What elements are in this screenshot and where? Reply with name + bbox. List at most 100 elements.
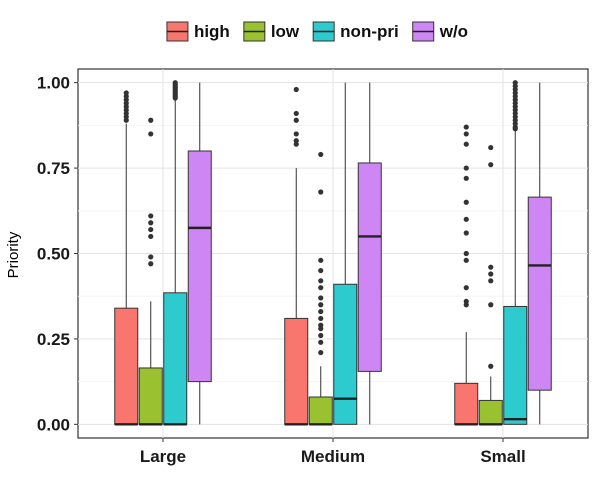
series-non-pri <box>163 80 528 426</box>
box <box>138 117 163 426</box>
series-high <box>114 86 479 426</box>
outlier-point <box>293 86 299 93</box>
box-body <box>478 399 503 425</box>
outlier-point <box>148 233 154 240</box>
box-body <box>454 382 479 425</box>
box <box>187 82 212 425</box>
outlier-point <box>293 110 299 117</box>
outlier-point <box>318 285 324 291</box>
legend-label: w/o <box>439 22 468 41</box>
outlier-point <box>293 138 299 144</box>
box-body <box>138 367 163 425</box>
box <box>114 90 139 426</box>
y-tick-label: 0.25 <box>37 330 70 349</box>
outlier-point <box>293 131 299 137</box>
outlier-point <box>488 278 494 284</box>
outlier-point <box>488 162 494 168</box>
outlier-point <box>293 117 299 123</box>
outlier-point <box>463 175 469 181</box>
legend-item: w/o <box>412 21 468 42</box>
outlier-point <box>463 165 469 171</box>
outlier-point <box>463 285 469 291</box>
outlier-point <box>463 141 469 147</box>
outlier-point <box>318 267 324 274</box>
box <box>284 86 309 426</box>
box-body <box>527 196 552 391</box>
x-tick-label: Medium <box>301 447 365 466</box>
outlier-point <box>318 302 324 308</box>
box-body <box>357 162 382 372</box>
outlier-point <box>463 230 469 236</box>
outlier-point <box>488 144 494 151</box>
outlier-point <box>463 124 469 130</box>
outlier-point <box>463 216 469 222</box>
legend-item: low <box>243 21 300 42</box>
legend-item: high <box>166 21 230 42</box>
x-tick-label: Small <box>480 447 525 466</box>
box <box>454 124 479 426</box>
box-body <box>163 292 188 425</box>
outlier-point <box>463 199 469 205</box>
x-tick-label: Large <box>140 447 186 466</box>
outlier-point <box>318 349 324 356</box>
box <box>308 151 333 426</box>
legend-label: high <box>194 22 230 41</box>
outlier-point <box>463 298 469 304</box>
series-w-o <box>187 82 552 425</box>
box-groups <box>114 80 552 426</box>
legend-label: non-pri <box>340 22 399 41</box>
box-body <box>284 317 309 425</box>
axes: 0.00 0.25 0.50 0.75 1.00 Large Medium Small <box>37 74 526 466</box>
grid-lines <box>78 69 588 438</box>
outlier-point <box>463 257 469 263</box>
outlier-point <box>318 278 324 284</box>
outlier-point <box>148 220 154 226</box>
outlier-point <box>488 302 494 308</box>
box <box>478 144 503 426</box>
outlier-point <box>318 151 324 158</box>
outlier-point <box>488 264 494 270</box>
box <box>333 82 358 425</box>
box-body <box>187 150 212 383</box>
box-body <box>114 307 139 425</box>
legend: high low non-pri w/o <box>166 21 468 42</box>
box-body <box>308 396 333 425</box>
outlier-point <box>148 117 154 123</box>
box-body <box>333 283 358 425</box>
outlier-point <box>318 257 324 263</box>
y-tick-label: 1.00 <box>37 74 70 93</box>
outlier-point <box>318 308 324 315</box>
box-body <box>503 305 528 425</box>
outlier-point <box>463 250 469 257</box>
outlier-point <box>318 189 324 195</box>
series-low <box>138 117 503 426</box>
outlier-point <box>148 213 154 219</box>
legend-label: low <box>271 22 300 41</box>
outlier-point <box>148 226 154 233</box>
outlier-point <box>123 90 129 96</box>
outlier-point <box>318 295 324 301</box>
box <box>357 82 382 425</box>
box <box>503 80 528 425</box>
y-axis-label: Priority <box>5 231 22 278</box>
outlier-point <box>172 80 178 86</box>
outlier-point <box>148 131 154 137</box>
outlier-point <box>488 271 494 277</box>
outlier-point <box>148 254 154 260</box>
outlier-point <box>148 261 154 267</box>
box <box>163 80 188 426</box>
outlier-point <box>318 339 324 345</box>
box <box>527 82 552 425</box>
legend-item: non-pri <box>312 21 399 42</box>
y-tick-label: 0.50 <box>37 245 70 264</box>
outlier-point <box>512 80 518 86</box>
outlier-point <box>318 322 324 328</box>
outlier-point <box>318 332 324 339</box>
outlier-point <box>318 315 324 322</box>
y-tick-label: 0.75 <box>37 159 70 178</box>
outlier-point <box>463 131 469 137</box>
y-tick-label: 0.00 <box>37 415 70 434</box>
outlier-point <box>488 363 494 369</box>
